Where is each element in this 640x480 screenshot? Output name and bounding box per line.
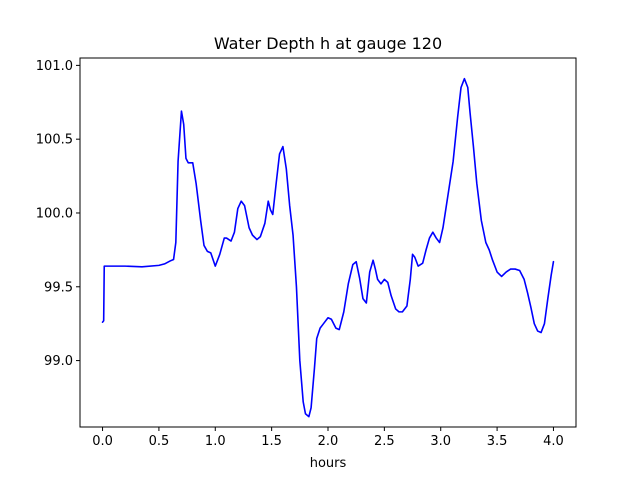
x-tick-label: 3.0: [430, 434, 451, 449]
x-tick-label: 3.5: [487, 434, 508, 449]
plot-area: 0.0 0.5 1.0 1.5 2.0 2.5 3.0 3.5 4.0 99.0 99.5 100.0…: [36, 57, 577, 449]
y-tick-label: 101.0: [36, 59, 73, 74]
series-line-0: [101, 77, 555, 418]
y-tick-label: 99.0: [44, 354, 73, 369]
x-tick-label: 2.5: [374, 434, 395, 449]
y-tick-label: 100.5: [36, 133, 73, 148]
chart-title: Water Depth h at gauge 120: [214, 34, 442, 53]
y-tick-label: 100.0: [36, 206, 73, 221]
x-tick-label: 4.0: [543, 434, 564, 449]
x-tick-label: 2.0: [318, 434, 339, 449]
x-tick-label: 1.0: [205, 434, 226, 449]
x-tick-label: 0.0: [92, 434, 113, 449]
x-tick-label: 0.5: [149, 434, 170, 449]
x-tick-label: 1.5: [261, 434, 282, 449]
x-axis-label: hours: [310, 456, 347, 471]
y-tick-label: 99.5: [44, 280, 73, 295]
